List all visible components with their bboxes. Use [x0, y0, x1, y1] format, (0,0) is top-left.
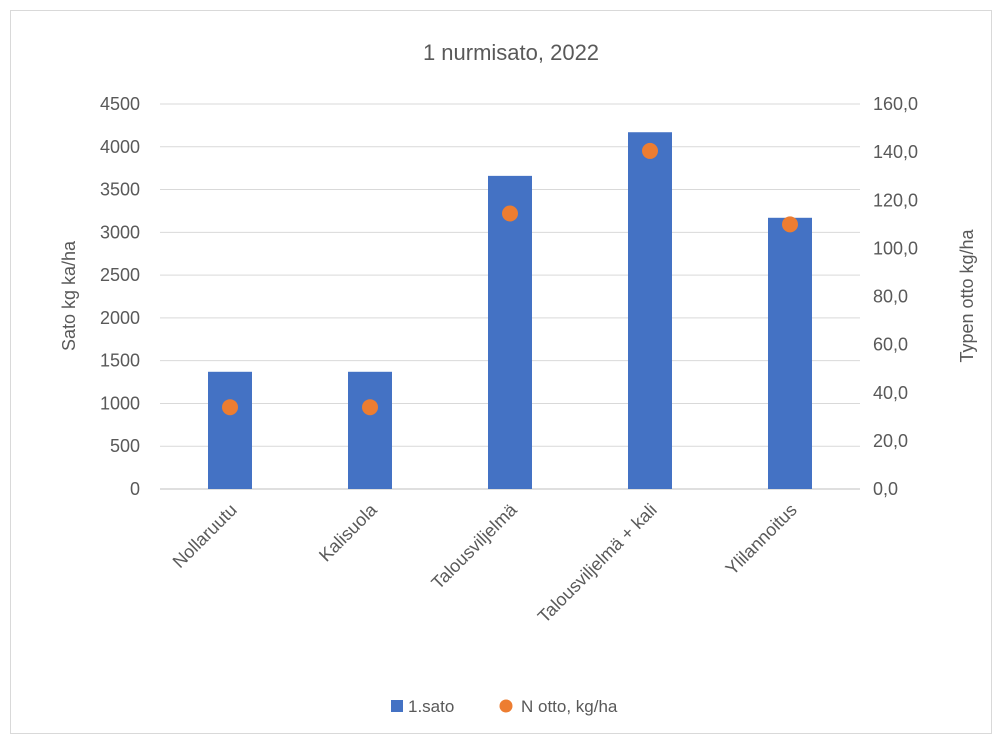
y2-tick-label: 140,0 — [873, 142, 918, 162]
y-tick-label: 0 — [130, 479, 140, 499]
y2-tick-label: 40,0 — [873, 383, 908, 403]
y2-tick-label: 0,0 — [873, 479, 898, 499]
y2-tick-label: 80,0 — [873, 287, 908, 307]
data-point — [782, 216, 798, 233]
y2-tick-label: 100,0 — [873, 238, 918, 258]
x-tick-label: Ylilannoitus — [722, 500, 801, 579]
y-tick-label: 3000 — [100, 222, 140, 242]
legend-label: N otto, kg/ha — [521, 697, 618, 716]
data-point — [502, 205, 518, 222]
data-point — [362, 399, 378, 416]
y-tick-label: 4000 — [100, 137, 140, 157]
gridlines — [160, 103, 860, 490]
category-axis-ticks: Nollaruutu Kalisuola Talousviljelmä Talousv… — [169, 499, 801, 627]
x-tick-label: Kalisuola — [315, 499, 381, 565]
scatter-series — [222, 142, 798, 416]
y-tick-label: 1000 — [100, 393, 140, 413]
y2-tick-label: 60,0 — [873, 335, 908, 355]
legend: 1.sato N otto, kg/ha — [391, 697, 618, 716]
y2-tick-label: 120,0 — [873, 190, 918, 210]
y-tick-label: 500 — [110, 436, 140, 456]
left-axis-ticks: 0 500 1000 1500 2000 2500 3000 3500 4000 4500 — [100, 94, 140, 499]
bar — [768, 217, 812, 490]
right-axis-ticks: 0,0 20,0 40,0 60,0 80,0 100,0 120,0 140,0 160,0 — [873, 94, 918, 499]
bar — [488, 175, 532, 489]
legend-label: 1.sato — [408, 697, 454, 716]
y-tick-label: 1500 — [100, 351, 140, 371]
x-tick-label: Talousviljelmä — [427, 499, 521, 593]
x-tick-label: Talousviljelmä + kali — [534, 500, 661, 627]
bar — [348, 371, 392, 489]
y-tick-label: 4500 — [100, 94, 140, 114]
data-point — [642, 142, 658, 159]
data-point — [222, 399, 238, 416]
x-tick-label: Nollaruutu — [169, 500, 241, 572]
legend-swatch-bar — [391, 700, 403, 712]
legend-swatch-point — [499, 699, 513, 713]
left-axis-title: Sato kg ka/ha — [59, 240, 79, 351]
bar-series — [208, 132, 812, 490]
chart-title: 1 nurmisato, 2022 — [423, 40, 599, 65]
right-axis-title: Typen otto kg/ha — [957, 228, 977, 362]
y-tick-label: 2500 — [100, 265, 140, 285]
bar — [628, 132, 672, 489]
bar — [208, 371, 252, 489]
y2-tick-label: 20,0 — [873, 431, 908, 451]
y-tick-label: 2000 — [100, 308, 140, 328]
y2-tick-label: 160,0 — [873, 94, 918, 114]
y-tick-label: 3500 — [100, 180, 140, 200]
